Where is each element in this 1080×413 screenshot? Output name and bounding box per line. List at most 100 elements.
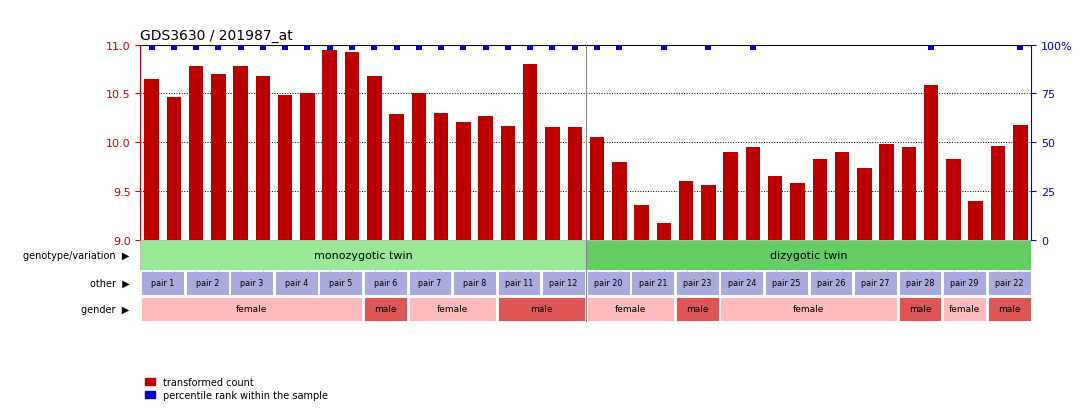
Bar <box>456 122 471 240</box>
Bar <box>189 67 203 240</box>
Text: gender  ▶: gender ▶ <box>81 304 130 314</box>
Bar <box>988 297 1030 321</box>
Bar <box>988 271 1030 295</box>
Bar <box>791 183 805 240</box>
Text: male: male <box>374 305 396 313</box>
Bar <box>657 223 671 240</box>
Text: pair 11: pair 11 <box>505 279 534 288</box>
Text: male: male <box>530 305 553 313</box>
Bar <box>275 271 318 295</box>
Bar <box>478 116 492 240</box>
Bar <box>990 147 1005 240</box>
Bar <box>141 297 362 321</box>
Bar <box>586 271 630 295</box>
Bar <box>278 96 293 240</box>
Bar <box>724 152 738 240</box>
Bar <box>946 159 961 240</box>
Text: male: male <box>686 305 708 313</box>
Bar <box>765 271 808 295</box>
Bar <box>320 271 362 295</box>
Bar <box>923 86 939 240</box>
Text: genotype/variation  ▶: genotype/variation ▶ <box>24 250 130 260</box>
Bar <box>408 297 496 321</box>
Text: female: female <box>436 305 468 313</box>
Bar <box>256 76 270 240</box>
Bar <box>411 94 427 240</box>
Bar <box>300 94 314 240</box>
Bar <box>812 159 827 240</box>
Text: pair 25: pair 25 <box>772 279 800 288</box>
Bar <box>233 67 248 240</box>
Text: pair 4: pair 4 <box>285 279 308 288</box>
Bar <box>634 206 649 240</box>
Text: pair 27: pair 27 <box>861 279 890 288</box>
Bar <box>408 271 451 295</box>
Bar <box>367 76 381 240</box>
Bar <box>454 271 496 295</box>
Bar <box>590 138 605 240</box>
Legend: transformed count, percentile rank within the sample: transformed count, percentile rank withi… <box>146 377 327 400</box>
Bar <box>542 271 585 295</box>
Bar <box>720 271 764 295</box>
Bar <box>899 271 942 295</box>
Bar <box>434 114 448 240</box>
Bar <box>166 98 181 240</box>
Text: pair 12: pair 12 <box>550 279 578 288</box>
Bar <box>585 240 1031 270</box>
Bar <box>969 201 983 240</box>
Text: pair 7: pair 7 <box>418 279 442 288</box>
Text: pair 29: pair 29 <box>950 279 978 288</box>
Text: female: female <box>237 305 268 313</box>
Bar <box>230 271 273 295</box>
Bar <box>364 297 407 321</box>
Text: pair 1: pair 1 <box>151 279 174 288</box>
Bar <box>768 177 783 240</box>
Bar <box>676 271 718 295</box>
Bar <box>498 271 540 295</box>
Bar <box>501 127 515 240</box>
Text: pair 3: pair 3 <box>240 279 264 288</box>
Bar <box>323 51 337 240</box>
Text: male: male <box>998 305 1021 313</box>
Text: pair 24: pair 24 <box>728 279 756 288</box>
Bar <box>140 240 585 270</box>
Bar <box>701 185 716 240</box>
Bar <box>679 182 693 240</box>
Bar <box>720 297 896 321</box>
Bar <box>745 147 760 240</box>
Bar <box>211 75 226 240</box>
Bar <box>1013 125 1027 240</box>
Text: pair 23: pair 23 <box>683 279 712 288</box>
Bar <box>145 79 159 240</box>
Text: monozygotic twin: monozygotic twin <box>314 250 413 260</box>
Bar <box>545 128 559 240</box>
Bar <box>899 297 942 321</box>
Bar <box>612 162 626 240</box>
Bar <box>498 297 585 321</box>
Text: pair 28: pair 28 <box>906 279 934 288</box>
Bar <box>676 297 718 321</box>
Text: pair 26: pair 26 <box>816 279 846 288</box>
Bar <box>186 271 229 295</box>
Bar <box>567 128 582 240</box>
Bar <box>389 114 404 240</box>
Text: dizygotic twin: dizygotic twin <box>770 250 848 260</box>
Text: pair 20: pair 20 <box>594 279 622 288</box>
Text: pair 22: pair 22 <box>995 279 1024 288</box>
Text: pair 2: pair 2 <box>195 279 219 288</box>
Bar <box>364 271 407 295</box>
Bar <box>141 271 184 295</box>
Text: pair 6: pair 6 <box>374 279 397 288</box>
Bar <box>835 152 849 240</box>
Bar <box>854 271 896 295</box>
Bar <box>858 169 872 240</box>
Text: male: male <box>908 305 931 313</box>
Text: female: female <box>949 305 981 313</box>
Text: other  ▶: other ▶ <box>90 278 130 288</box>
Bar <box>810 271 852 295</box>
Bar <box>523 65 538 240</box>
Text: pair 5: pair 5 <box>329 279 352 288</box>
Bar <box>632 271 674 295</box>
Text: female: female <box>615 305 646 313</box>
Bar <box>943 297 986 321</box>
